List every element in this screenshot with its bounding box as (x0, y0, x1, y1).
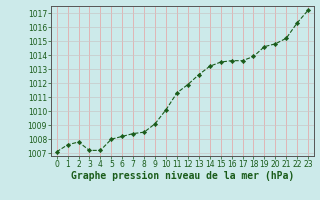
X-axis label: Graphe pression niveau de la mer (hPa): Graphe pression niveau de la mer (hPa) (71, 171, 294, 181)
